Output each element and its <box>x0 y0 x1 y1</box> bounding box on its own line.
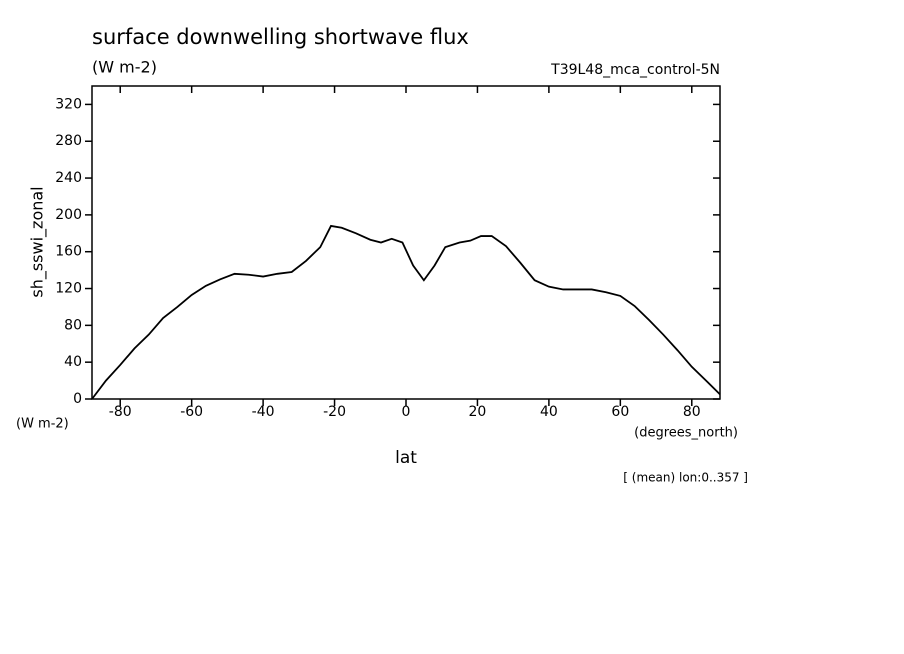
y-tick-label: 200 <box>55 207 82 223</box>
x-tick-label: -20 <box>323 404 346 420</box>
dataset-label: T39L48_mca_control-5N <box>550 62 720 78</box>
x-tick-label: 20 <box>469 404 487 420</box>
note: [ (mean) lon:0..357 ] <box>623 471 748 485</box>
y-units: (W m-2) <box>16 417 69 432</box>
subtitle: (W m-2) <box>92 58 157 77</box>
x-tick-label: 40 <box>540 404 558 420</box>
data-line <box>91 224 721 400</box>
x-tick-label: -40 <box>252 404 275 420</box>
y-axis-label: sh_sswi_zonal <box>28 186 48 297</box>
y-tick-label: 40 <box>64 354 82 370</box>
x-tick-label: -60 <box>180 404 203 420</box>
x-tick-label: 80 <box>683 404 701 420</box>
chart-title: surface downwelling shortwave flux <box>92 25 469 49</box>
x-tick-label: -80 <box>109 404 132 420</box>
y-tick-label: 120 <box>55 281 82 297</box>
y-tick-label: 320 <box>55 96 82 112</box>
y-tick-label: 80 <box>64 317 82 333</box>
y-tick-label: 0 <box>73 391 82 407</box>
y-tick-label: 240 <box>55 170 82 186</box>
y-tick-label: 280 <box>55 133 82 149</box>
y-tick-label: 160 <box>55 244 82 260</box>
x-axis-label: lat <box>395 448 417 468</box>
x-tick-label: 0 <box>402 404 411 420</box>
x-tick-label: 60 <box>611 404 629 420</box>
x-units: (degrees_north) <box>634 426 738 441</box>
